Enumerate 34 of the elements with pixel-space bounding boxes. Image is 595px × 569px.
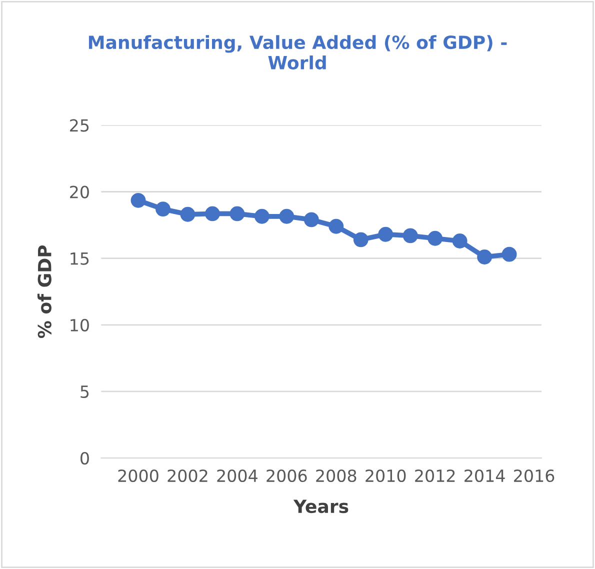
point [254,208,270,224]
y-tick-label: 25 [70,119,89,132]
x-axis-title: Years [293,500,348,514]
y-tick-label: 0 [80,452,89,465]
x-tick-label: 2008 [316,469,356,482]
point [130,192,146,208]
y-tick-label: 10 [70,318,89,332]
y-tick-label: 20 [70,186,89,198]
x-tick-label: 2012 [415,469,455,482]
point [156,202,170,217]
point [378,226,394,242]
x-tick-label: 2004 [217,469,258,482]
point [279,208,294,224]
point [502,246,517,262]
x-tick-label: 2002 [168,469,208,482]
point [353,232,368,248]
point [204,206,220,222]
x-tick-label: 2016 [514,469,554,482]
y-tick-label: 15 [70,252,89,265]
point [402,228,418,244]
point [328,218,344,234]
y-tick-label: 5 [80,386,89,398]
x-tick-label: 2000 [118,469,158,482]
y-axis-title: % of GDP [37,245,52,338]
point [477,250,492,264]
chart-title: Manufacturing, Value Added (% of GDP) - World [88,35,507,70]
x-tick-label: 2006 [266,469,307,482]
point [180,206,196,222]
point [452,234,468,248]
x-tick-label: 2014 [464,469,505,482]
point [304,212,319,228]
x-tick-label: 2010 [366,469,406,482]
point [230,206,245,222]
point [428,230,443,246]
